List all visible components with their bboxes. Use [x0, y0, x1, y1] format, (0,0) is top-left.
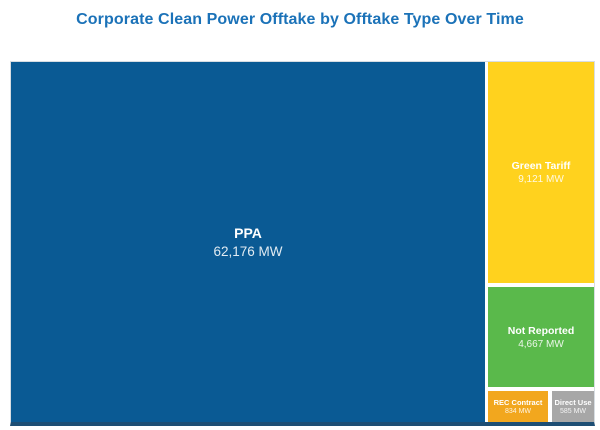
cell-label: PPA	[234, 225, 262, 241]
chart-title: Corporate Clean Power Offtake by Offtake…	[76, 11, 524, 28]
cell-label: Direct Use	[554, 398, 592, 407]
cell-value: 9,121 MW	[518, 174, 564, 185]
cell-label: REC Contract	[493, 398, 543, 407]
treemap-cell-green-tariff[interactable]: Green Tariff 9,121 MW	[488, 62, 594, 283]
cell-label: Not Reported	[507, 324, 575, 337]
cell-value: 834 MW	[504, 408, 532, 415]
cell-label: Green Tariff	[511, 160, 571, 172]
cell-value: 585 MW	[559, 408, 587, 415]
cell-value: 4,667 MW	[518, 338, 564, 350]
offtake-treemap: PPA 62,176 MW Green Tariff 9,121 MW Not …	[10, 61, 595, 426]
treemap-cell-rec-contract[interactable]: REC Contract 834 MW	[488, 391, 548, 422]
treemap-cell-ppa[interactable]: PPA 62,176 MW	[11, 62, 485, 422]
treemap-cell-direct-use[interactable]: Direct Use 585 MW	[552, 391, 594, 422]
cell-value: 62,176 MW	[213, 244, 283, 259]
treemap-cell-not-reported[interactable]: Not Reported 4,667 MW	[488, 287, 594, 387]
